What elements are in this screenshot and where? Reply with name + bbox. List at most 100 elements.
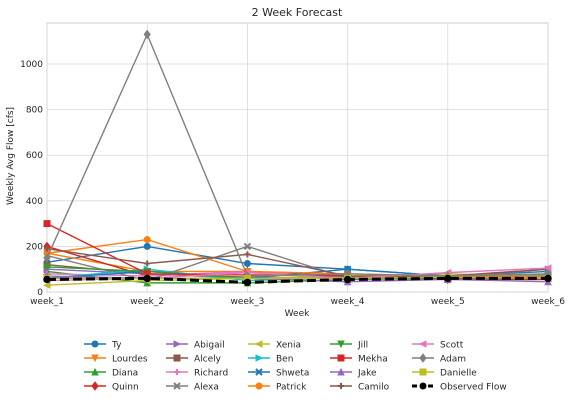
legend-marker	[173, 340, 182, 348]
legend-marker	[91, 354, 99, 363]
x-tick-label: week_4	[331, 297, 365, 307]
x-tick-label: week_5	[431, 297, 465, 307]
y-axis-label: Weekly Avg Flow [cfs]	[6, 107, 16, 205]
y-tick-label: 1000	[20, 60, 43, 70]
data-point	[143, 242, 151, 250]
legend-marker	[338, 383, 344, 389]
series-observed-flow	[43, 274, 552, 287]
data-point	[143, 274, 151, 283]
x-axis-label: Week	[285, 309, 310, 319]
legend-entry: Richard	[166, 369, 228, 379]
legend-label: Jill	[357, 341, 368, 351]
data-point	[444, 274, 452, 283]
legend-label: Quinn	[112, 383, 139, 393]
series-line	[46, 276, 548, 284]
legend-entry: Observed Flow	[412, 382, 507, 393]
data-point	[42, 281, 51, 289]
legend-marker	[255, 368, 263, 376]
legend-label: Camilo	[358, 383, 390, 393]
legend-label: Xenia	[276, 341, 301, 351]
data-point	[243, 242, 252, 251]
data-point	[143, 29, 151, 40]
legend-label: Abigail	[194, 341, 225, 351]
legend-marker	[173, 382, 181, 390]
legend-entry: Ty	[84, 340, 122, 351]
legend-label: Ben	[276, 355, 293, 365]
legend: Ty Lourdes Diana Quinn Abigail Alcely Richard A…	[84, 340, 507, 393]
legend-entry: Adam	[412, 353, 466, 365]
legend-entry: Alexa	[166, 382, 219, 393]
legend-marker	[173, 354, 181, 362]
legend-label: Alexa	[194, 383, 219, 393]
legend-entry: Danielle	[412, 368, 477, 379]
y-tick-label: 800	[26, 106, 43, 116]
data-point	[143, 236, 151, 244]
data-point	[243, 260, 251, 268]
legend-entry: Alcely	[166, 354, 222, 365]
legend-label: Mekha	[358, 355, 388, 365]
legend-label: Lourdes	[112, 355, 148, 365]
legend-label: Diana	[112, 369, 138, 379]
legend-entry: Ben	[248, 354, 293, 365]
data-point	[44, 245, 50, 252]
series-line	[46, 32, 549, 277]
legend-marker	[337, 367, 345, 376]
y-tick-label: 600	[26, 151, 43, 161]
legend-label: Shweta	[276, 369, 309, 379]
legend-entry: Abigail	[166, 340, 225, 351]
legend-marker	[419, 368, 427, 376]
x-tick-label: week_2	[130, 297, 164, 307]
legend-marker	[419, 382, 427, 390]
legend-label: Adam	[440, 355, 466, 365]
y-tick-label: 200	[26, 242, 43, 252]
data-point	[144, 260, 151, 267]
plot-area: week_1 week_2 week_3 week_4 week_5 week_6 0 200…	[20, 22, 565, 307]
legend-entry: Camilo	[330, 383, 390, 393]
data-point	[244, 251, 251, 258]
data-point	[343, 275, 352, 284]
legend-entry: Patrick	[248, 382, 307, 393]
data-point	[544, 274, 552, 283]
legend-entry: Lourdes	[84, 354, 148, 365]
x-tick-label: week_6	[531, 297, 565, 307]
data-point	[243, 278, 252, 287]
x-tick-label: week_3	[230, 297, 264, 307]
legend-marker	[337, 354, 345, 362]
legend-label: Richard	[194, 369, 228, 379]
legend-label: Observed Flow	[440, 383, 507, 393]
legend-label: Ty	[111, 341, 122, 351]
legend-entry: Xenia	[248, 340, 301, 351]
legend-entry: Mekha	[330, 354, 388, 365]
legend-marker	[418, 340, 427, 348]
x-tick-label: week_1	[30, 297, 64, 307]
legend-marker	[337, 340, 345, 349]
data-point	[43, 275, 51, 284]
legend-entry: Scott	[412, 340, 464, 351]
legend-marker	[91, 340, 99, 348]
data-point	[43, 253, 51, 263]
legend-marker	[91, 381, 99, 391]
legend-marker	[419, 353, 427, 363]
legend-label: Alcely	[194, 355, 222, 365]
legend-entry: Jill	[330, 340, 368, 351]
data-point	[43, 220, 51, 228]
legend-marker	[255, 382, 263, 390]
legend-marker	[255, 354, 264, 362]
legend-label: Scott	[440, 341, 464, 351]
legend-entry: Shweta	[248, 368, 309, 379]
legend-marker	[91, 367, 99, 376]
legend-label: Jake	[357, 369, 377, 379]
chart-title: 2 Week Forecast	[252, 6, 343, 19]
legend-marker	[254, 340, 263, 348]
legend-entry: Diana	[84, 367, 138, 379]
legend-marker	[174, 369, 180, 375]
y-tick-label: 400	[26, 197, 43, 207]
series-line	[46, 247, 549, 277]
legend-entry: Jake	[330, 367, 377, 379]
legend-label: Patrick	[276, 383, 307, 393]
legend-label: Danielle	[440, 369, 477, 379]
plot-frame	[46, 22, 549, 293]
y-tick-label: 0	[37, 288, 43, 298]
legend-entry: Quinn	[84, 381, 139, 393]
